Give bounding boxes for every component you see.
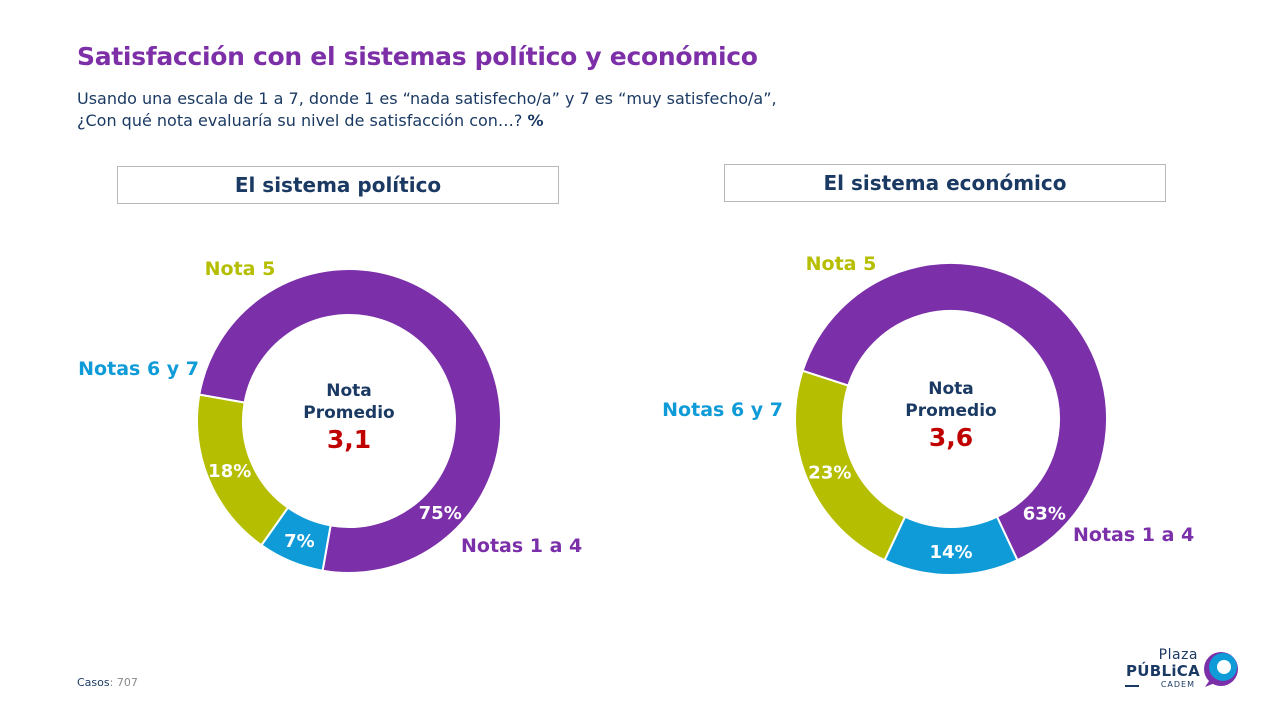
value-label-nota-5: 23%	[808, 462, 851, 483]
slice-notas-1-a-4	[801, 262, 1108, 562]
category-label-nota-5: Nota 5	[806, 253, 877, 275]
category-label-notas-6-y-7: Notas 6 y 7	[78, 358, 199, 380]
cases-value: : 707	[109, 676, 138, 689]
plaza-publica-cadem-logo: Plaza PÚBLiCA CADEM	[1120, 645, 1245, 695]
slice-nota-5	[196, 393, 290, 547]
chart-title-economic: El sistema económico	[724, 164, 1166, 202]
chart-title-political: El sistema político	[117, 166, 559, 204]
slice-notas-1-a-4	[198, 268, 502, 574]
category-label-notas-1-a-4: Notas 1 a 4	[461, 535, 582, 557]
center-label-line1: Nota	[928, 379, 974, 399]
value-label-notas-1-a-4: 75%	[419, 503, 462, 524]
average-score: 3,6	[929, 423, 973, 452]
slice-nota-5	[794, 369, 907, 562]
question-unit: %	[527, 111, 544, 130]
logo-cadem-text: CADEM	[1160, 680, 1195, 689]
speech-bubble-logo-icon	[1204, 652, 1238, 687]
category-label-notas-6-y-7: Notas 6 y 7	[662, 399, 783, 421]
donut-chart-el-sistema-politico: 75% Notas 1 a 4 7% Notas 6 y 7 18% Nota 5 Nota…	[78, 258, 582, 574]
logo-underline	[1125, 685, 1139, 687]
center-label-line2: Promedio	[303, 403, 394, 423]
center-label-line1: Nota	[326, 381, 372, 401]
cases-label: Casos	[77, 676, 110, 689]
page-title: Satisfacción con el sistemas político y …	[77, 42, 758, 71]
average-score: 3,1	[327, 425, 371, 454]
category-label-notas-1-a-4: Notas 1 a 4	[1073, 524, 1194, 546]
donut-chart-el-sistema-economico: 63% Notas 1 a 4 14% Notas 6 y 7 23% Nota 5 Not…	[662, 253, 1194, 576]
category-label-nota-5: Nota 5	[205, 258, 276, 280]
value-label-notas-6-y-7: 14%	[929, 542, 972, 563]
question-line-2: ¿Con qué nota evaluaría su nivel de sati…	[77, 111, 523, 130]
value-label-notas-1-a-4: 63%	[1023, 503, 1066, 524]
question-line-1: Usando una escala de 1 a 7, donde 1 es “…	[77, 89, 777, 108]
survey-question: Usando una escala de 1 a 7, donde 1 es “…	[77, 88, 777, 132]
logo-plaza-text: Plaza	[1158, 647, 1198, 663]
value-label-nota-5: 18%	[208, 461, 251, 482]
center-label-line2: Promedio	[905, 401, 996, 421]
cases-note: Casos: 707	[77, 676, 138, 689]
logo-publica-text: PÚBLiCA	[1125, 662, 1200, 680]
value-label-notas-6-y-7: 7%	[284, 531, 315, 552]
